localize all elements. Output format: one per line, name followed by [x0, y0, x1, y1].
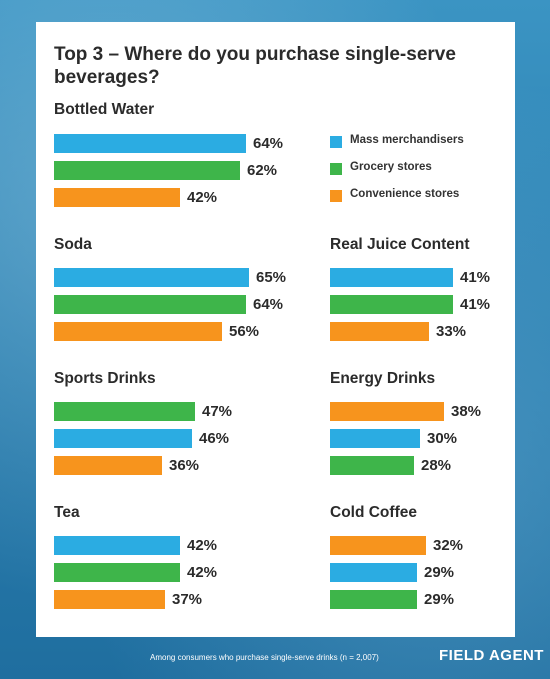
legend-label: Mass merchandisers: [350, 134, 464, 146]
bar-value-label: 32%: [433, 537, 464, 554]
bar-mass-merchandisers: [330, 563, 417, 582]
group-title: Bottled Water: [54, 101, 155, 118]
bar-value-label: 28%: [421, 457, 452, 474]
bar-value-label: 29%: [424, 564, 455, 581]
bar-grocery-stores: [54, 161, 240, 180]
legend-swatch: [330, 163, 342, 175]
bar-value-label: 41%: [460, 269, 491, 286]
chart-title: Top 3 – Where do you purchase single-ser…: [54, 44, 456, 88]
bar-value-label: 42%: [187, 537, 218, 554]
bar-value-label: 42%: [187, 564, 218, 581]
legend-swatch: [330, 136, 342, 148]
bar-value-label: 56%: [229, 323, 260, 340]
bar-value-label: 38%: [451, 403, 482, 420]
bar-mass-merchandisers: [54, 134, 246, 153]
bar-mass-merchandisers: [330, 268, 453, 287]
bar-grocery-stores: [330, 456, 414, 475]
group-title: Sports Drinks: [54, 370, 156, 387]
legend-swatch: [330, 190, 342, 202]
chart-card: Top 3 – Where do you purchase single-ser…: [36, 22, 515, 637]
bar-convenience-stores: [330, 536, 426, 555]
footer-note: Among consumers who purchase single-serv…: [150, 653, 379, 662]
bar-value-label: 37%: [172, 591, 203, 608]
bar-value-label: 65%: [256, 269, 287, 286]
group-title: Tea: [54, 504, 80, 521]
bar-mass-merchandisers: [54, 268, 249, 287]
legend-label: Grocery stores: [350, 161, 432, 173]
bar-grocery-stores: [54, 295, 246, 314]
bar-mass-merchandisers: [54, 429, 192, 448]
bar-value-label: 42%: [187, 189, 218, 206]
bar-convenience-stores: [54, 590, 165, 609]
brand-logo: FIELD AGENT: [439, 647, 544, 664]
bar-grocery-stores: [330, 295, 453, 314]
group-title: Real Juice Content: [330, 236, 470, 253]
bar-mass-merchandisers: [54, 536, 180, 555]
bar-grocery-stores: [330, 590, 417, 609]
bar-value-label: 46%: [199, 430, 230, 447]
bar-convenience-stores: [330, 322, 429, 341]
bar-value-label: 47%: [202, 403, 233, 420]
bar-convenience-stores: [54, 188, 180, 207]
bar-convenience-stores: [330, 402, 444, 421]
bar-value-label: 33%: [436, 323, 467, 340]
bar-mass-merchandisers: [330, 429, 420, 448]
group-title: Soda: [54, 236, 92, 253]
bar-grocery-stores: [54, 402, 195, 421]
bar-convenience-stores: [54, 456, 162, 475]
bar-value-label: 30%: [427, 430, 458, 447]
bar-convenience-stores: [54, 322, 222, 341]
bar-value-label: 41%: [460, 296, 491, 313]
bar-value-label: 29%: [424, 591, 455, 608]
group-title: Energy Drinks: [330, 370, 436, 387]
legend-label: Convenience stores: [350, 188, 460, 200]
bar-value-label: 36%: [169, 457, 200, 474]
bar-value-label: 64%: [253, 296, 284, 313]
group-title: Cold Coffee: [330, 504, 417, 521]
bar-grocery-stores: [54, 563, 180, 582]
bar-value-label: 62%: [247, 162, 278, 179]
bar-value-label: 64%: [253, 135, 284, 152]
